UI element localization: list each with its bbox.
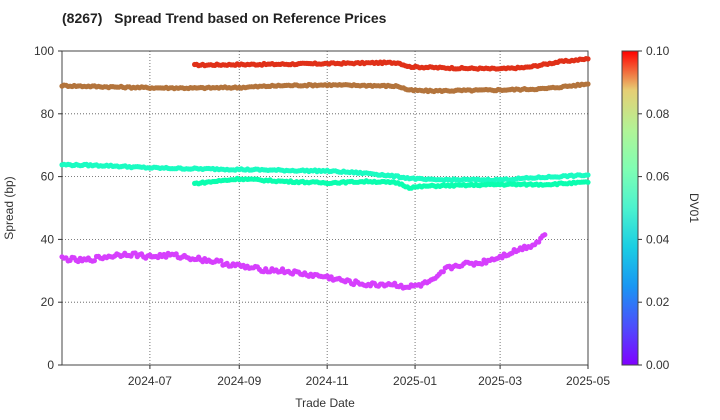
scatter-point: [585, 81, 591, 87]
colorbar: [621, 50, 639, 366]
x-tick-label: 2024-09: [217, 374, 261, 388]
colorbar-label: DV01: [687, 193, 701, 223]
colorbar-tick-label: 0.10: [646, 44, 670, 58]
scatter-point: [585, 179, 591, 185]
colorbar-tick-label: 0.06: [646, 170, 670, 184]
grid-lines: [62, 50, 589, 366]
plot-frame: [61, 50, 589, 366]
scatter-point: [585, 56, 591, 62]
scatter-point: [479, 261, 485, 267]
y-tick-label: 100: [34, 44, 54, 58]
colorbar-tick-label: 0.00: [646, 358, 670, 372]
y-tick-label: 80: [41, 107, 55, 121]
y-tick-label: 20: [41, 295, 55, 309]
colorbar-tick-label: 0.02: [646, 295, 670, 309]
data-points: [59, 56, 591, 291]
x-tick-label: 2025-01: [393, 374, 437, 388]
scatter-point: [218, 258, 224, 264]
y-axis-label: Spread (bp): [2, 176, 16, 239]
x-axis-label: Trade Date: [295, 396, 355, 410]
x-tick-label: 2024-07: [128, 374, 172, 388]
y-tick-label: 40: [41, 232, 55, 246]
colorbar-tick-label: 0.04: [646, 232, 670, 246]
y-tick-label: 0: [47, 358, 54, 372]
scatter-point: [91, 258, 97, 264]
y-tick-label: 60: [41, 170, 55, 184]
scatter-point: [542, 232, 548, 238]
colorbar-ticks: 0.00 0.02 0.04 0.06 0.08 0.10: [638, 44, 670, 372]
scatter-point: [440, 269, 446, 275]
x-tick-label: 2024-11: [306, 374, 349, 388]
x-axis-ticks: 2024-07 2024-09 2024-11 2025-01 2025-03 2025-…: [128, 365, 610, 388]
y-axis-ticks: 0 20 40 60 80 100: [34, 44, 62, 372]
x-tick-label: 2025-03: [478, 374, 522, 388]
scatter-point: [585, 172, 591, 178]
chart-title: (8267) Spread Trend based on Reference P…: [62, 10, 387, 26]
x-tick-label: 2025-05: [566, 374, 610, 388]
scatter-point: [163, 254, 169, 260]
colorbar-tick-label: 0.08: [646, 107, 670, 121]
